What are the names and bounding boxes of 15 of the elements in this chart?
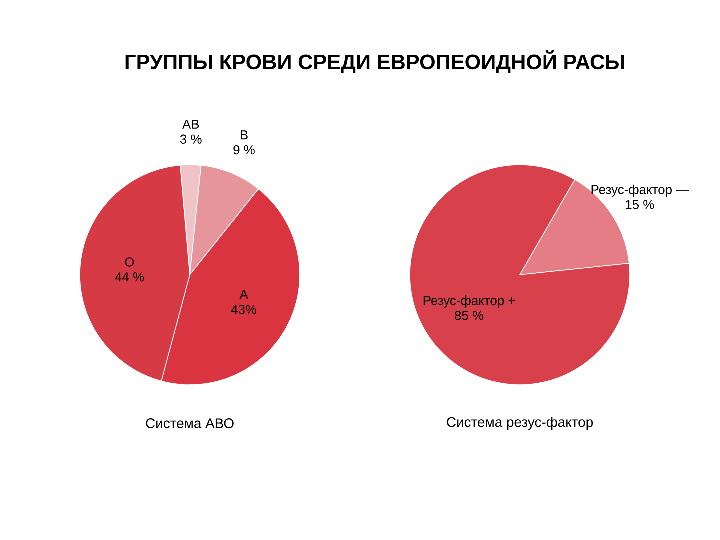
text: Система резус-фактор xyxy=(447,416,594,430)
slice-label: АВ xyxy=(182,120,200,129)
text: ГРУППЫ КРОВИ СРЕДИ ЕВРОПЕОИДНОЙ РАСЫ xyxy=(126,50,624,74)
slice-label: А xyxy=(240,290,248,300)
data-label: 43% xyxy=(231,305,257,314)
data-label: 85 % xyxy=(455,311,484,320)
slice-label: В xyxy=(240,130,248,140)
data-label: 15 % xyxy=(626,200,654,210)
slice-label: Резус-фактор + xyxy=(424,296,516,308)
slice-label: Резус-фактор — xyxy=(592,184,690,197)
text: Система АВО xyxy=(146,418,234,428)
data-label: 9 % xyxy=(234,145,255,155)
data-label: 44 % xyxy=(115,272,144,282)
data-label: 3 % xyxy=(180,134,202,144)
slice-label: О xyxy=(125,258,134,267)
